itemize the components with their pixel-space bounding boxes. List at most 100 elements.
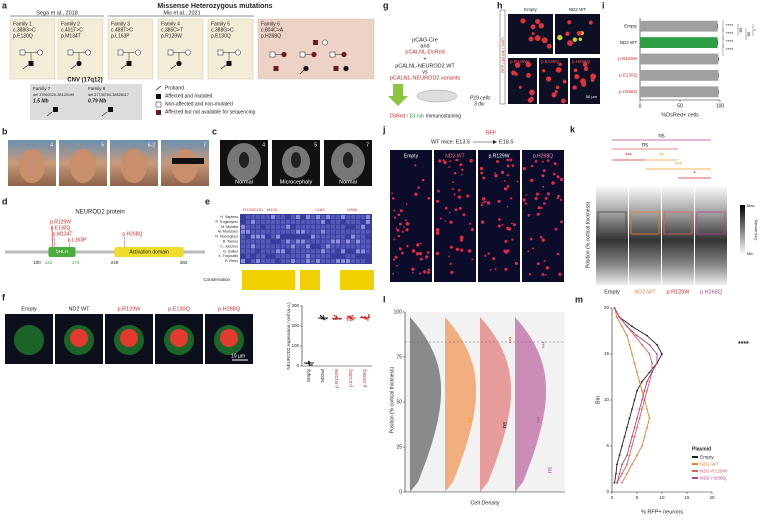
y-tick-label: Empty [624,23,638,28]
series-point [656,362,658,365]
jitter-dot [361,315,363,318]
residue-cell [301,254,305,259]
residue-cell [251,229,255,234]
neuron [391,197,395,200]
x-tick-label: 0 [639,103,642,109]
residue-cell [296,259,300,264]
activation-domain [114,247,184,257]
residue-header: M134 [267,207,278,212]
pedigree-affected [303,65,309,72]
neuron [454,208,458,212]
neuron [551,181,555,185]
cell [534,35,541,41]
neuron [511,164,515,168]
series-point [616,463,618,466]
residue-cell [366,239,370,244]
series-point [616,316,618,319]
residue-cell [346,219,350,224]
neuron [522,198,526,202]
series-line [614,307,653,484]
residue-cell [351,229,355,234]
residue-cell [306,215,310,219]
neuron [449,220,453,224]
residue-cell [351,234,355,239]
panel-letter: f [2,292,6,302]
mean-point [335,317,339,320]
residue-cell [356,224,360,229]
pedigree-affected [343,65,349,72]
neuron [541,238,545,242]
photo-id: 5 [101,142,104,148]
series-point [631,435,633,438]
family-dna: c.388G>C [211,27,234,33]
series-point [621,325,623,328]
series-point [631,445,633,447]
residue-cell [241,239,245,244]
neuron [414,164,417,167]
series-point [646,389,648,392]
neuron [393,238,396,241]
neuron [480,220,485,224]
series-point [628,454,631,457]
image-label: p.R129W [118,306,142,312]
residue-cell [331,234,335,239]
residue-cell [251,244,255,249]
image-label: p.E130Q [168,306,190,312]
y-tick-label: 5 [606,443,609,448]
jitter-dot [322,315,325,317]
x-tick-label: 10 [659,495,665,500]
residue-cell [251,249,255,254]
residue-cell [241,234,245,239]
image-label: p.H268Q [533,153,553,159]
cnv-title: CNV (17q12) [67,78,102,84]
residue-cell [351,259,355,264]
residue-cell [256,229,260,234]
species-label: C. Jacchus [220,244,238,248]
neuron [461,168,464,171]
neuron [470,228,475,232]
series-point [626,463,628,466]
proband-arrow [299,69,305,75]
series-point [641,389,643,392]
series-point [636,334,638,337]
jitter-dot [347,315,349,318]
residue-cell [346,254,350,259]
series-point [648,353,651,355]
neuron [536,212,540,216]
neuron [546,192,551,196]
series-point [636,426,638,429]
legend-swatch [155,101,162,108]
residue-header: R129 [243,207,253,212]
family-name: Family 1 [13,21,32,27]
legend-title: Plasmid [692,446,711,452]
residue-cell [281,215,285,219]
density-box [597,211,627,235]
residue-position: 382 [180,260,188,265]
neuron [509,158,513,162]
neuron [452,181,454,184]
face [172,149,198,183]
panel-letter: h [497,0,503,10]
x-tick-label: 15 [684,495,690,500]
series-point [615,472,617,475]
image-label: p.R129W [510,59,530,64]
legend-label: Proband [165,85,184,91]
eye-bar [172,158,204,164]
neuron [522,167,527,171]
neuron [527,250,530,253]
residue-position: 174 [72,260,80,265]
pedigree-male [167,49,174,56]
neuron [503,187,508,191]
neuron [468,222,472,225]
ventricle [343,152,353,168]
residue-cell [286,259,290,264]
series-point [636,371,638,374]
scale-bar: 50 µm [586,94,598,99]
cell [545,76,552,82]
residue-cell [266,229,270,234]
panel-letter: m [575,294,583,304]
residue-cell [366,229,370,234]
cell [551,92,557,98]
density-box [696,211,726,235]
finding: Normal [235,179,253,185]
